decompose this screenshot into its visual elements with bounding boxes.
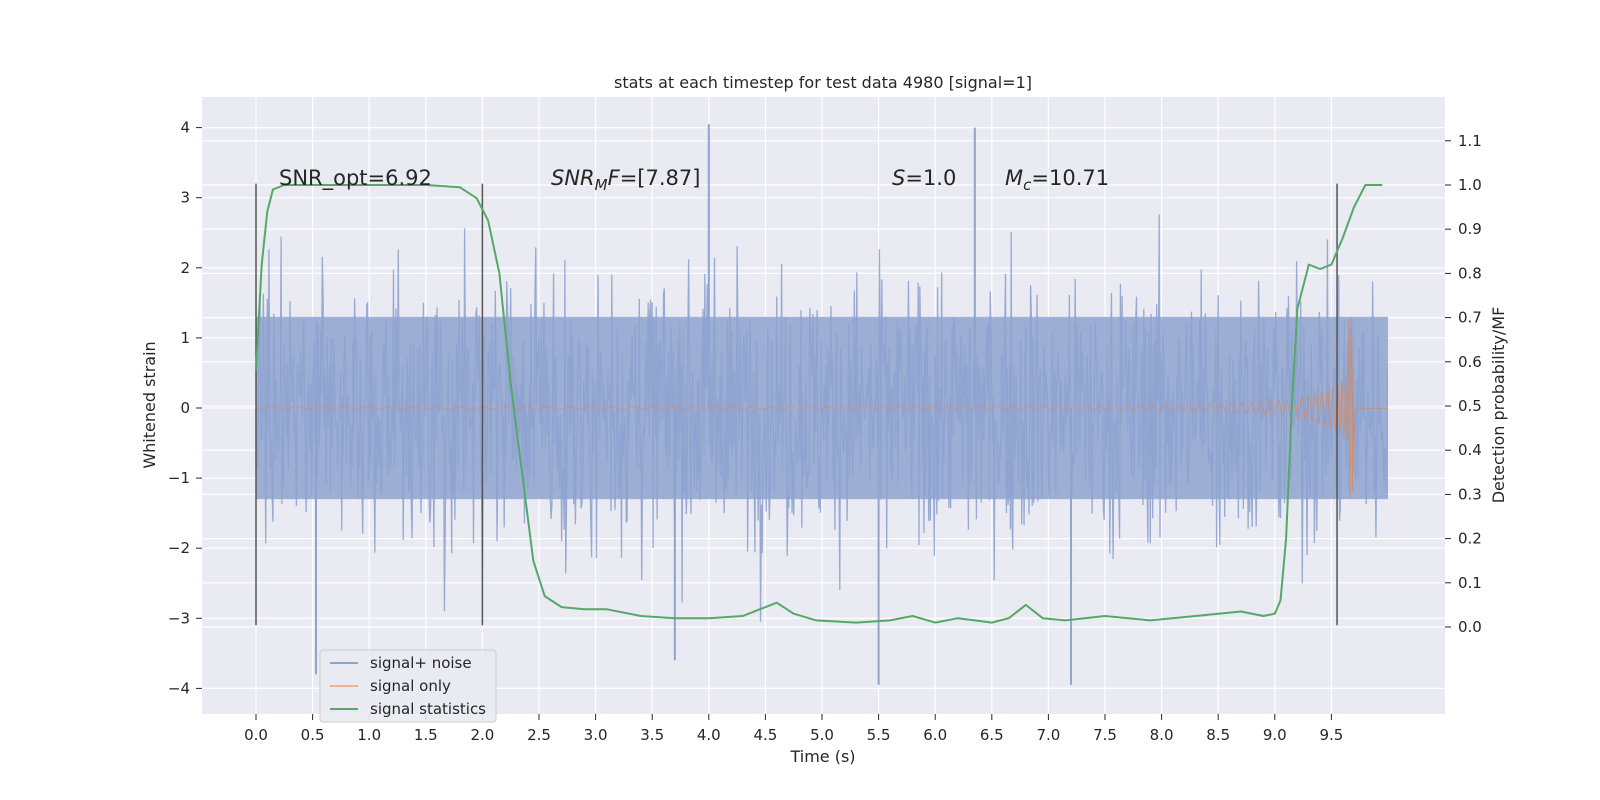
x-tick-label: 1.5 [414, 726, 438, 744]
y2-tick-label: 0.8 [1458, 264, 1482, 282]
legend-label-noise: signal+ noise [370, 654, 472, 672]
x-tick-label: 9.0 [1263, 726, 1287, 744]
annotation-s: S=1.0 [892, 166, 956, 190]
y2-tick-label: 1.1 [1458, 132, 1482, 150]
y-tick-label: 1 [180, 329, 190, 347]
y-axis-title: Whitened strain [140, 341, 159, 468]
x-tick-label: 6.0 [923, 726, 947, 744]
x-tick-label: 6.5 [980, 726, 1004, 744]
x-tick-label: 4.0 [697, 726, 721, 744]
legend-label-signal: signal only [370, 677, 451, 695]
y2-tick-label: 0.3 [1458, 485, 1482, 503]
y2-axis-title: Detection probability/MF [1489, 307, 1508, 504]
x-tick-label: 8.0 [1150, 726, 1174, 744]
y2-tick-label: 0.5 [1458, 397, 1482, 415]
x-tick-label: 7.5 [1093, 726, 1117, 744]
x-axis-ticks: 0.0 0.5 1.0 1.5 2.0 2.5 3.0 3.5 4.0 4.5 5.0 5.5 6.0 6… [244, 714, 1343, 744]
y-tick-label: −3 [168, 609, 190, 627]
signal-statistics-series [255, 184, 1383, 624]
x-tick-label: 0.5 [301, 726, 325, 744]
signal-only-series [255, 316, 1388, 499]
noise-trace [255, 214, 1388, 622]
annotation-snr-opt: SNR_opt=6.92 [279, 166, 432, 191]
x-axis-title: Time (s) [789, 747, 855, 766]
legend-box [319, 649, 497, 723]
y-tick-label: 2 [180, 259, 190, 277]
y2-tick-label: 0.0 [1458, 618, 1482, 636]
marker-lines [255, 183, 1338, 626]
x-tick-label: 4.5 [753, 726, 777, 744]
x-tick-label: 7.0 [1036, 726, 1060, 744]
x-tick-label: 2.0 [470, 726, 494, 744]
y2-axis-ticks: 1.1 1.0 0.9 0.8 0.7 0.6 0.5 0.4 0.3 0.2 0.1 0.0 [1445, 132, 1482, 636]
signal-trace [255, 316, 1388, 499]
y2-tick-label: 0.1 [1458, 574, 1482, 592]
x-tick-label: 8.5 [1206, 726, 1230, 744]
y-tick-label: 4 [180, 119, 190, 137]
y2-tick-label: 0.2 [1458, 530, 1482, 548]
annotations: SNR_opt=6.92 SNRMF=[7.87] S=1.0 Mc=10.71 [279, 166, 1109, 194]
chart-title: stats at each timestep for test data 498… [614, 73, 1032, 92]
y2-tick-label: 1.0 [1458, 176, 1482, 194]
y2-tick-label: 0.4 [1458, 441, 1482, 459]
y-axis-ticks: 4 3 2 1 0 −1 −2 −3 −4 [168, 119, 202, 697]
x-tick-label: 0.0 [244, 726, 268, 744]
x-tick-label: 3.0 [584, 726, 608, 744]
legend: signal+ noise signal only signal statist… [319, 649, 497, 723]
y2-tick-label: 0.9 [1458, 220, 1482, 238]
y-tick-label: −1 [168, 469, 190, 487]
annotation-mc: Mc=10.71 [1005, 166, 1109, 194]
x-tick-label: 5.5 [867, 726, 891, 744]
x-tick-label: 1.0 [357, 726, 381, 744]
y2-tick-label: 0.6 [1458, 353, 1482, 371]
statistics-line [255, 184, 1383, 624]
y2-tick-label: 0.7 [1458, 309, 1482, 327]
annotation-snr-mf: SNRMF=[7.87] [551, 166, 700, 194]
y-tick-label: 3 [180, 189, 190, 207]
y-tick-label: −2 [168, 539, 190, 557]
signal-noise-series [255, 124, 1388, 685]
x-tick-label: 2.5 [527, 726, 551, 744]
y-tick-label: 0 [180, 399, 190, 417]
legend-label-stats: signal statistics [370, 700, 486, 718]
x-tick-label: 3.5 [640, 726, 664, 744]
y-tick-label: −4 [168, 679, 190, 697]
x-tick-label: 9.5 [1319, 726, 1343, 744]
x-tick-label: 5.0 [810, 726, 834, 744]
